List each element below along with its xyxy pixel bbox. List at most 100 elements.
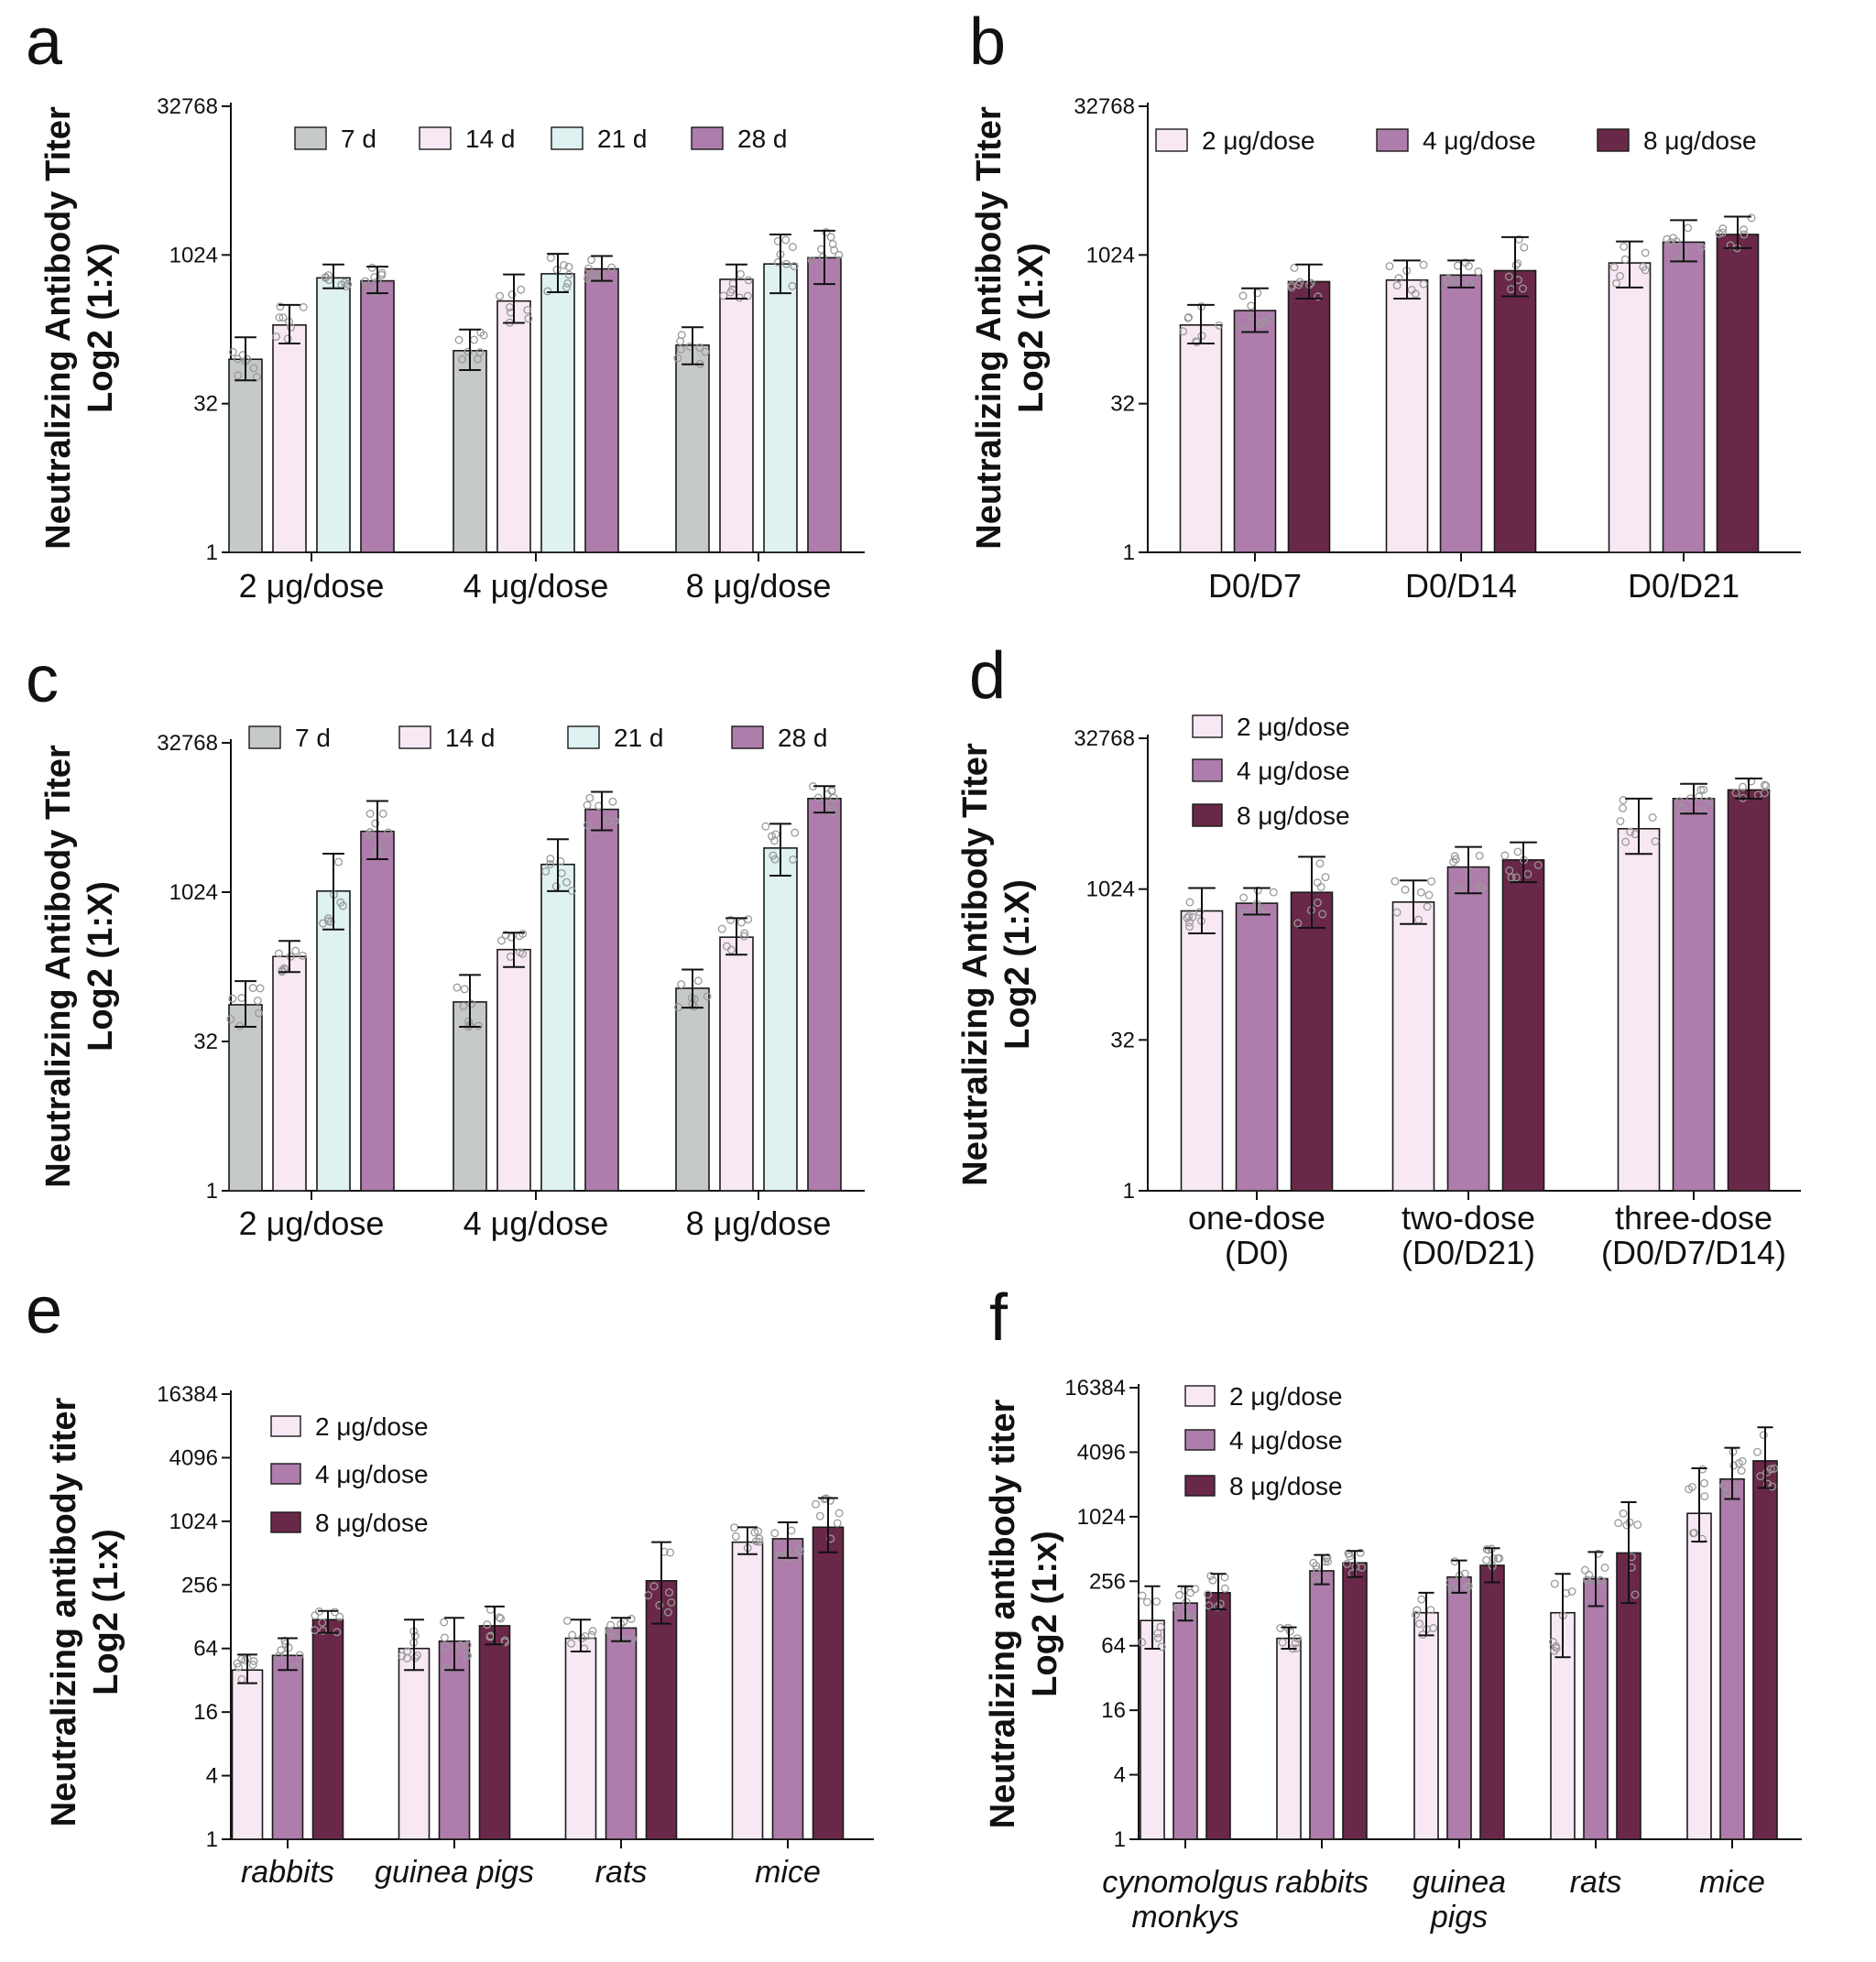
bar-7-d (675, 987, 710, 1192)
data-point (1197, 332, 1206, 341)
bar-8-g-dose (1493, 269, 1537, 553)
panel-f: f Neutralizing antibody titer Log2 (1:x) 1 4… (984, 1281, 1802, 1935)
data-point (628, 1634, 637, 1643)
data-point (1269, 888, 1278, 897)
data-point (1626, 827, 1635, 836)
data-point (815, 1511, 824, 1521)
data-point (1423, 902, 1432, 911)
data-point (253, 997, 262, 1005)
data-point (1204, 1590, 1213, 1599)
data-point (1614, 1519, 1623, 1528)
data-point (1729, 1447, 1738, 1456)
bar-7-d (228, 358, 263, 553)
data-point (1719, 1481, 1729, 1490)
data-point (410, 1653, 420, 1662)
y-axis-title-line: Log2 (1:x) (87, 1529, 125, 1695)
legend-label: 7 d (341, 125, 376, 153)
y-tick-label: 1 (1123, 540, 1135, 565)
data-point (497, 936, 506, 945)
data-point (1416, 888, 1425, 897)
data-point (551, 882, 561, 891)
data-point (1684, 223, 1693, 233)
bar-8-g-dose (1287, 280, 1331, 553)
legend: 2 μg/dose 4 μg/dose 8 μg/dose (270, 1412, 429, 1537)
data-point (782, 259, 791, 268)
data-point (1753, 1447, 1761, 1456)
data-point (1550, 1579, 1559, 1588)
data-point (563, 278, 573, 288)
data-point (1674, 255, 1683, 264)
data-point (507, 290, 517, 299)
x-category-label: 8 μg/dose (686, 1204, 832, 1242)
legend-label: 4 μg/dose (1229, 1426, 1343, 1455)
data-point (834, 1509, 844, 1518)
data-point (807, 256, 816, 265)
bar-4-g-dose (605, 1627, 638, 1840)
bar-8-g-dose (1205, 1592, 1231, 1840)
bar-4-g-dose (1235, 902, 1279, 1192)
data-point (588, 1627, 597, 1636)
legend: 2 μg/dose 4 μg/dose 8 μg/dose (1155, 126, 1757, 155)
x-category-label: rats (1570, 1865, 1622, 1900)
data-point (723, 942, 731, 951)
x-category-label: rabbits (1275, 1865, 1369, 1900)
data-point (1651, 837, 1660, 845)
bar-8-g-dose (478, 1625, 511, 1840)
data-point (796, 1547, 805, 1556)
data-point (781, 235, 791, 245)
data-point (1476, 883, 1485, 891)
x-category-label: guinea pigs (375, 1855, 534, 1890)
data-point (485, 1632, 495, 1641)
y-axis-title-line: Log2 (1:X) (998, 879, 1037, 1050)
data-point (252, 373, 261, 382)
y-tick-label: 1 (206, 540, 218, 565)
data-point (298, 951, 307, 960)
legend-swatch (731, 725, 764, 749)
y-tick-label: 1024 (169, 243, 218, 267)
bar-21-d (540, 863, 575, 1192)
legend-label: 4 μg/dose (1237, 757, 1350, 785)
data-point (342, 282, 351, 291)
data-point (1153, 1633, 1162, 1642)
data-point (1309, 1558, 1318, 1567)
bar-7-d (675, 344, 710, 553)
y-tick-label: 1024 (1086, 243, 1135, 267)
y-tick-label: 256 (181, 1573, 218, 1597)
data-point (1290, 264, 1299, 272)
bar-14-d (719, 278, 754, 553)
legend-swatch (1184, 1385, 1216, 1407)
y-tick-label: 256 (1089, 1569, 1126, 1594)
data-point (564, 270, 573, 279)
data-point (1718, 228, 1727, 237)
data-point (1523, 869, 1532, 878)
data-point (719, 291, 728, 300)
data-point (1762, 1467, 1772, 1477)
data-point (271, 332, 280, 342)
data-point (463, 1640, 472, 1650)
data-point (1699, 785, 1708, 794)
legend-label: 14 d (445, 724, 496, 752)
data-point (1747, 213, 1756, 223)
data-point (1287, 281, 1296, 289)
data-point (467, 999, 476, 1008)
y-tick-label: 32768 (157, 94, 218, 119)
y-axis-title: Neutralizing Antibody Titer Log2 (1:X) (39, 745, 120, 1188)
data-point (1596, 1575, 1605, 1585)
data-point (1674, 797, 1684, 806)
bar-2-g-dose (1686, 1512, 1712, 1840)
data-point (1513, 259, 1522, 268)
data-point (276, 302, 285, 311)
y-tick-label: 64 (193, 1637, 218, 1662)
legend-label: 21 d (597, 125, 648, 153)
data-point (773, 236, 782, 245)
data-point (1474, 267, 1483, 276)
data-point (410, 1631, 420, 1640)
data-point (608, 797, 617, 806)
x-category-label: D0/D14 (1405, 567, 1517, 605)
bar-8-g-dose (1479, 1564, 1505, 1840)
data-point (1318, 910, 1327, 919)
data-point (403, 1647, 412, 1656)
data-point (440, 1618, 449, 1627)
bar-4-g-dose (1309, 1570, 1335, 1840)
legend-swatch (1184, 1475, 1216, 1497)
